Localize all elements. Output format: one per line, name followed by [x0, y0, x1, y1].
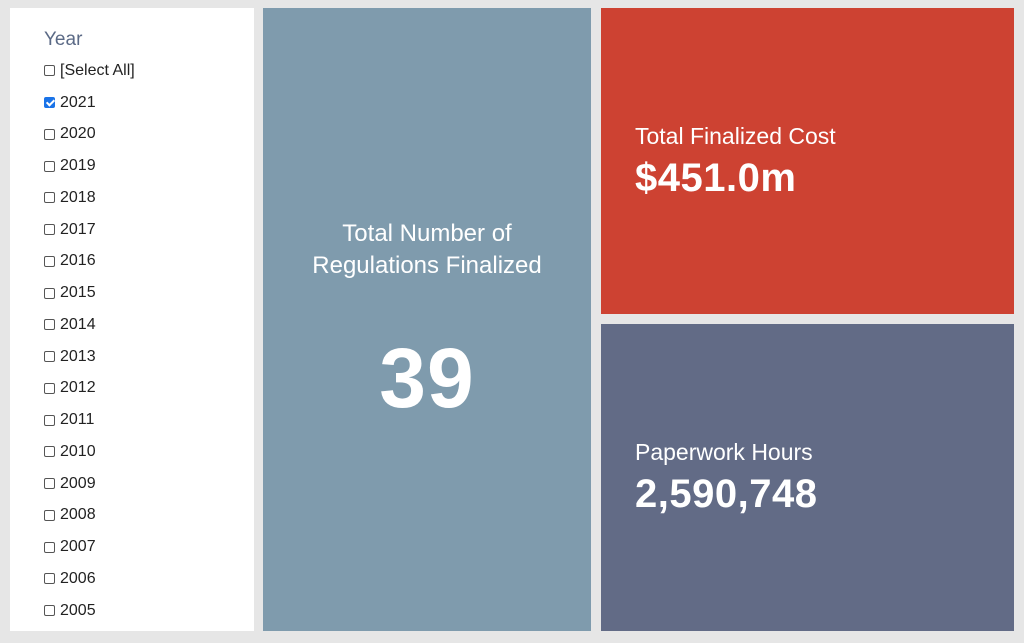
checkbox[interactable] — [44, 541, 55, 553]
filter-option-2014[interactable]: 2014 — [44, 309, 135, 341]
checkbox[interactable] — [44, 319, 55, 331]
checkbox[interactable] — [44, 97, 55, 109]
filter-option-2008[interactable]: 2008 — [44, 500, 135, 532]
filter-option-2010[interactable]: 2010 — [44, 436, 135, 468]
filter-option-label: 2019 — [60, 157, 96, 175]
filter-title: Year — [44, 29, 83, 50]
checkbox[interactable] — [44, 65, 55, 77]
checkbox[interactable] — [44, 414, 55, 426]
filter-option-2020[interactable]: 2020 — [44, 119, 135, 151]
finalized-cost-label: Total Finalized Cost — [635, 123, 836, 149]
regulations-count-value: 39 — [379, 331, 475, 425]
filter-option-2021[interactable]: 2021 — [44, 87, 135, 119]
filter-option-label: 2013 — [60, 347, 96, 365]
checkbox[interactable] — [44, 287, 55, 299]
filter-option-label: 2016 — [60, 252, 96, 270]
checkbox[interactable] — [44, 605, 55, 617]
year-checkbox-list: [Select All] 2021 2020 2019 2018 2017 2016 2015… — [44, 55, 135, 627]
regulations-count-label: Total Number of Regulations Finalized — [312, 220, 542, 279]
filter-option-label: 2008 — [60, 506, 96, 524]
filter-option-select-all[interactable]: [Select All] — [44, 55, 135, 87]
filter-option-2012[interactable]: 2012 — [44, 373, 135, 405]
filter-option-label: 2007 — [60, 538, 96, 556]
filter-option-label: 2012 — [60, 379, 96, 397]
filter-option-label: 2018 — [60, 188, 96, 206]
filter-option-label: [Select All] — [60, 61, 135, 79]
filter-option-label: 2021 — [60, 93, 96, 111]
filter-option-label: 2017 — [60, 220, 96, 238]
filter-option-2011[interactable]: 2011 — [44, 404, 135, 436]
paperwork-hours-tile: Paperwork Hours 2,590,748 — [601, 324, 1014, 631]
checkbox[interactable] — [44, 509, 55, 521]
filter-option-label: 2010 — [60, 442, 96, 460]
filter-option-2013[interactable]: 2013 — [44, 341, 135, 373]
regulations-count-tile: Total Number of Regulations Finalized 39 — [263, 8, 591, 631]
filter-option-2005[interactable]: 2005 — [44, 595, 135, 627]
checkbox[interactable] — [44, 573, 55, 585]
filter-option-2017[interactable]: 2017 — [44, 214, 135, 246]
year-filter-panel: Year [Select All] 2021 2020 2019 2018 2017 201… — [10, 8, 254, 631]
checkbox[interactable] — [44, 446, 55, 458]
filter-option-2007[interactable]: 2007 — [44, 531, 135, 563]
checkbox[interactable] — [44, 255, 55, 267]
checkbox[interactable] — [44, 478, 55, 490]
checkbox[interactable] — [44, 128, 55, 140]
checkbox[interactable] — [44, 192, 55, 204]
checkbox[interactable] — [44, 351, 55, 363]
filter-option-label: 2005 — [60, 601, 96, 619]
finalized-cost-value: $451.0m — [635, 156, 797, 200]
filter-option-2016[interactable]: 2016 — [44, 246, 135, 278]
filter-option-2019[interactable]: 2019 — [44, 150, 135, 182]
filter-option-2015[interactable]: 2015 — [44, 277, 135, 309]
filter-option-label: 2015 — [60, 284, 96, 302]
finalized-cost-tile: Total Finalized Cost $451.0m — [601, 8, 1014, 314]
checkbox[interactable] — [44, 160, 55, 172]
filter-option-label: 2009 — [60, 474, 96, 492]
filter-option-2018[interactable]: 2018 — [44, 182, 135, 214]
checkbox[interactable] — [44, 224, 55, 236]
paperwork-hours-label: Paperwork Hours — [635, 439, 813, 465]
filter-option-label: 2020 — [60, 125, 96, 143]
checkbox[interactable] — [44, 382, 55, 394]
filter-option-label: 2014 — [60, 315, 96, 333]
filter-option-2006[interactable]: 2006 — [44, 563, 135, 595]
paperwork-hours-value: 2,590,748 — [635, 472, 818, 516]
filter-option-label: 2006 — [60, 569, 96, 587]
filter-option-2009[interactable]: 2009 — [44, 468, 135, 500]
filter-option-label: 2011 — [60, 411, 95, 429]
